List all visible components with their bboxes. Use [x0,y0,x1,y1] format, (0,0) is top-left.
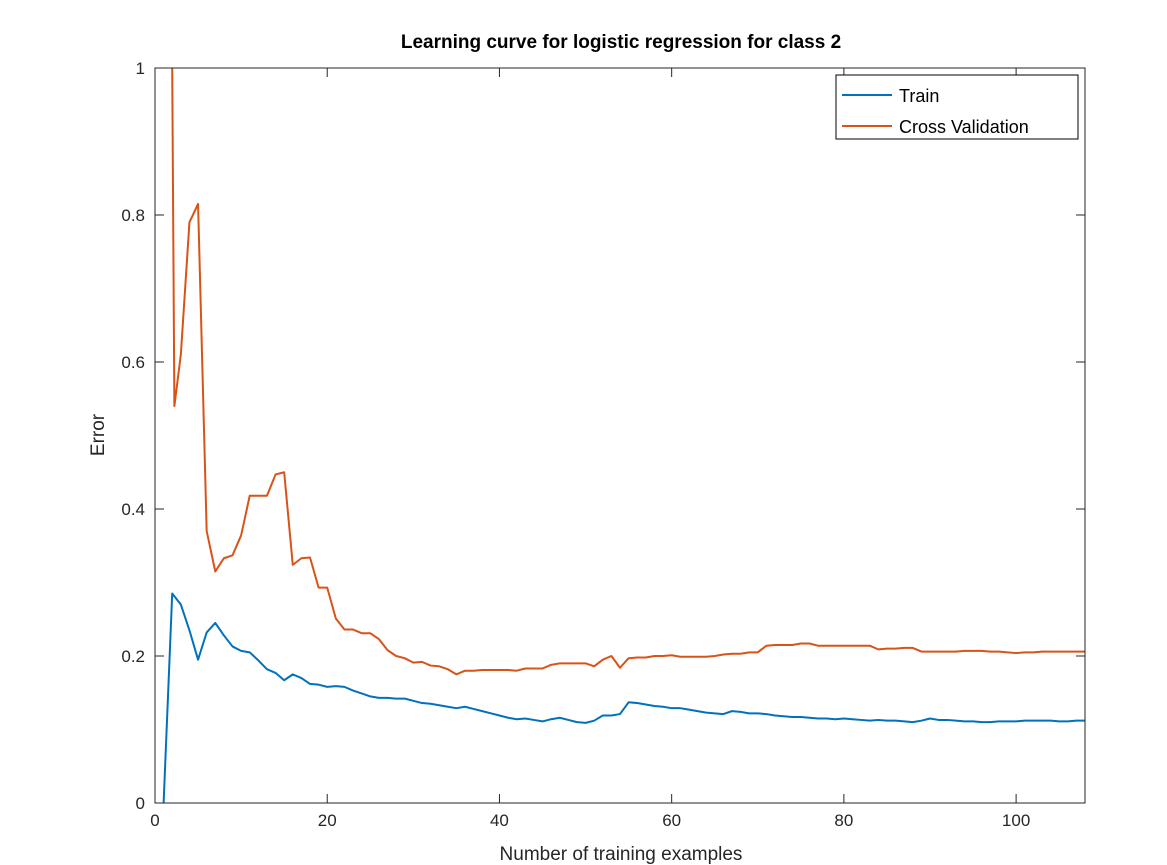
legend: Train Cross Validation [835,74,1079,140]
legend-label-train: Train [899,86,939,106]
y-tick-label: 0.4 [121,500,145,519]
tick-labels: 0 20 40 60 80 100 0 0.2 0.4 0.6 0.8 1 [121,59,1030,830]
x-tick-label: 80 [834,811,853,830]
y-axis-label: Error [88,413,109,456]
chart-title: Learning curve for logistic regression f… [401,32,841,53]
legend-box [835,74,1079,140]
x-tick-label: 60 [662,811,681,830]
y-tick-label: 0.8 [121,206,145,225]
plot-area [155,68,1085,803]
plot-frame [154,67,1086,804]
y-tick-label: 0.2 [121,647,145,666]
x-tick-label: 100 [1002,811,1030,830]
y-tick-label: 0 [136,794,145,813]
y-tick-label: 0.6 [121,353,145,372]
y-tick-label: 1 [136,59,145,78]
x-axis-label: Number of training examples [500,844,743,865]
x-tick-label: 20 [318,811,337,830]
legend-label-cross-validation: Cross Validation [899,117,1029,137]
series-line-cross-validation [171,68,1085,676]
series-line-train [162,592,1085,803]
series-lines [162,68,1085,803]
x-tick-label: 0 [150,811,159,830]
x-tick-label: 40 [490,811,509,830]
